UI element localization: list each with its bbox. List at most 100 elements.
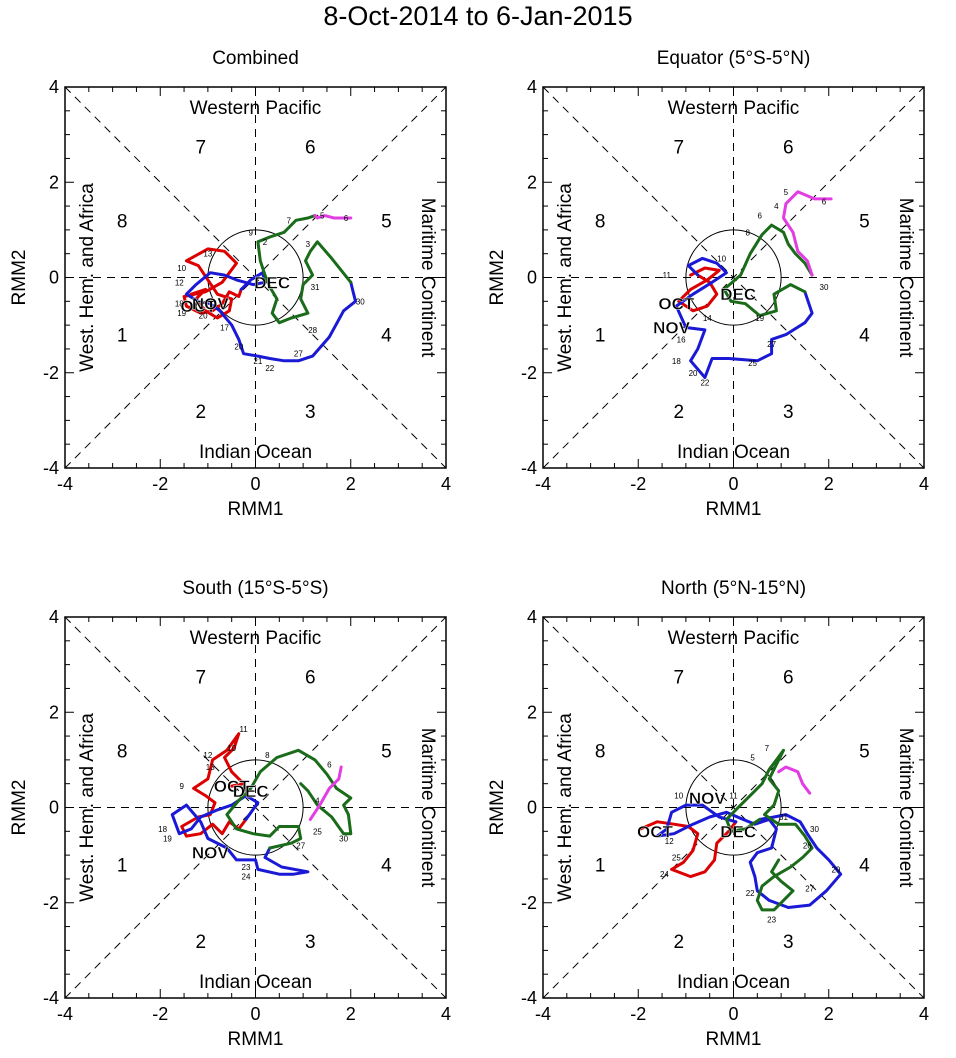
day-label: 31	[779, 813, 788, 822]
phase-number-6: 6	[783, 138, 794, 159]
day-label: 24	[242, 873, 251, 882]
phase-number-7: 7	[195, 668, 206, 689]
month-label-nov: NOV	[689, 789, 727, 808]
region-label-west-hem-africa: West. Hem. and Africa	[555, 183, 576, 372]
day-label: 22	[746, 889, 755, 898]
phase-number-2: 2	[673, 932, 684, 953]
phase-number-2: 2	[195, 932, 206, 953]
day-label: 10	[717, 254, 726, 263]
x-tick-label: -2	[152, 474, 168, 494]
x-tick-label: -4	[535, 1004, 551, 1024]
phase-number-1: 1	[595, 326, 606, 347]
x-tick-label: 0	[728, 1004, 738, 1024]
region-label-western-pacific: Western Pacific	[190, 628, 322, 649]
region-label-indian-ocean: Indian Ocean	[199, 442, 312, 463]
day-label: 24	[660, 870, 669, 879]
x-tick-label: 2	[824, 474, 834, 494]
day-label: 23	[242, 863, 251, 872]
y-axis-label: RMM2	[9, 250, 30, 306]
day-label: 7	[287, 216, 292, 225]
day-label: 18	[158, 825, 167, 834]
trajectory-oct	[677, 266, 721, 313]
phase-number-6: 6	[305, 668, 316, 689]
day-label: 25	[748, 359, 757, 368]
day-label: 26	[803, 842, 812, 851]
region-label-maritime-continent: Maritime Continent	[417, 728, 438, 888]
y-axis-label: RMM2	[487, 250, 508, 306]
y-tick-label: -2	[43, 893, 59, 913]
phase-number-7: 7	[673, 668, 684, 689]
y-tick-label: 4	[49, 607, 59, 627]
day-label: 11	[663, 271, 672, 280]
y-tick-label: 0	[49, 268, 59, 288]
day-label: 12	[665, 837, 674, 846]
day-label: 10	[227, 744, 236, 753]
month-label-dec: DEC	[254, 273, 290, 292]
trajectory-oct	[639, 820, 738, 879]
day-label: 30	[820, 283, 829, 292]
region-label-west-hem-africa: West. Hem. and Africa	[77, 713, 98, 902]
month-label-dec: DEC	[720, 285, 756, 304]
region-label-indian-ocean: Indian Ocean	[677, 442, 790, 463]
x-tick-label: -4	[57, 1004, 73, 1024]
month-label-oct: OCT	[214, 777, 251, 796]
day-label: 14	[703, 314, 712, 323]
y-tick-label: 0	[527, 798, 537, 818]
phase-number-8: 8	[117, 741, 128, 762]
month-label-oct: OCT	[637, 822, 674, 841]
day-label: 6	[344, 214, 349, 223]
x-tick-label: 0	[250, 474, 260, 494]
day-label: 29	[831, 865, 840, 874]
day-label: 19	[177, 309, 186, 318]
phase-number-2: 2	[195, 402, 206, 423]
y-axis-label: RMM2	[9, 780, 30, 836]
diagonal-line	[542, 86, 925, 469]
phase-number-4: 4	[381, 326, 392, 347]
phase-number-3: 3	[783, 932, 794, 953]
x-axis-label: RMM1	[228, 1029, 284, 1050]
x-axis-label: RMM1	[706, 499, 762, 520]
unit-circle	[685, 229, 782, 326]
day-label: 23	[767, 915, 776, 924]
phase-number-6: 6	[305, 138, 316, 159]
phase-number-4: 4	[381, 856, 392, 877]
phase-number-5: 5	[381, 741, 392, 762]
phase-number-3: 3	[783, 402, 794, 423]
y-tick-label: 4	[49, 77, 59, 97]
day-label: 27	[294, 350, 303, 359]
day-label: 25	[313, 827, 322, 836]
region-label-western-pacific: Western Pacific	[668, 98, 800, 119]
region-label-west-hem-africa: West. Hem. and Africa	[555, 713, 576, 902]
region-label-maritime-continent: Maritime Continent	[895, 728, 916, 888]
day-label: 22	[265, 364, 274, 373]
month-label-nov: NOV	[192, 844, 230, 863]
trajectory-jan	[782, 190, 833, 277]
phase-number-2: 2	[673, 402, 684, 423]
day-label: 16	[677, 335, 686, 344]
day-label: 9	[179, 782, 184, 791]
day-label: 11	[239, 725, 248, 734]
day-label: 8	[746, 228, 751, 237]
phase-diagram-combined: Combined -4 -2 0 2 4 -4 -2 0 2 4 RMM1 RMM2 Western Pa…	[9, 48, 451, 520]
day-label: 19	[755, 314, 764, 323]
phase-number-8: 8	[595, 211, 606, 232]
panel-title: North (5°N-15°N)	[661, 578, 806, 599]
x-tick-label: -2	[630, 1004, 646, 1024]
day-label: 13	[206, 763, 215, 772]
region-label-western-pacific: Western Pacific	[190, 98, 322, 119]
x-tick-label: -4	[535, 474, 551, 494]
trajectory-oct	[182, 247, 243, 320]
day-label: 12	[203, 751, 212, 760]
day-label: 5	[320, 212, 325, 221]
y-tick-label: 2	[527, 702, 537, 722]
day-label: 27	[767, 340, 776, 349]
day-label: 6	[822, 197, 827, 206]
day-label: 17	[220, 324, 229, 333]
phase-number-8: 8	[117, 211, 128, 232]
region-label-indian-ocean: Indian Ocean	[677, 972, 790, 993]
trajectory-jan	[313, 214, 353, 220]
day-label: 5	[750, 753, 755, 762]
region-label-maritime-continent: Maritime Continent	[417, 198, 438, 358]
y-tick-label: 2	[527, 172, 537, 192]
month-label-oct: OCT	[658, 295, 695, 314]
